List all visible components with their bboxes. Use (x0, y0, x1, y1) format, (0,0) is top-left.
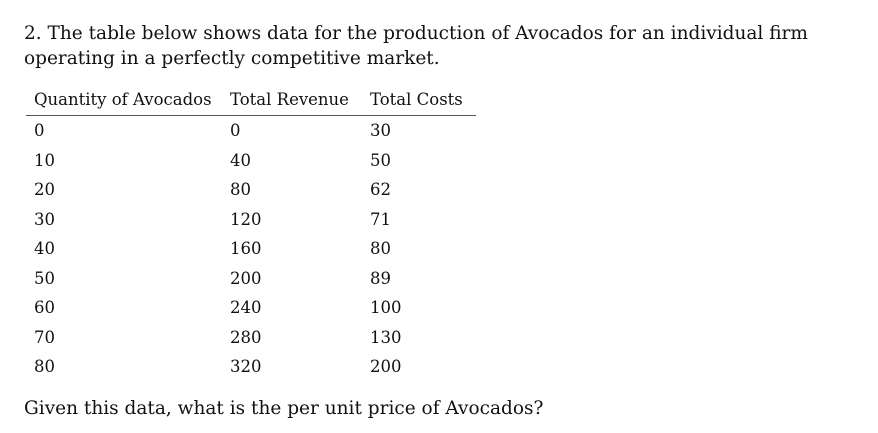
production-table: Quantity of Avocados Total Revenue Total… (26, 86, 476, 382)
question-text: 2. The table below shows data for the pr… (24, 23, 808, 69)
cell-total-revenue: 0 (230, 121, 241, 141)
cell-total-revenue: 200 (230, 268, 262, 288)
question-prompt: Given this data, what is the per unit pr… (24, 398, 544, 419)
cell-total-costs: 100 (370, 298, 402, 318)
header-total-revenue: Total Revenue (222, 86, 362, 116)
cell-total-revenue: 80 (230, 180, 251, 200)
header-quantity: Quantity of Avocados (26, 86, 222, 116)
table-row: 50 200 89 (26, 264, 476, 294)
cell-quantity: 30 (34, 209, 55, 229)
cell-quantity: 80 (34, 357, 55, 377)
table-row: 10 40 50 (26, 146, 476, 176)
cell-total-revenue: 40 (230, 150, 251, 170)
cell-quantity: 50 (34, 268, 55, 288)
cell-total-revenue: 160 (230, 239, 262, 259)
cell-total-costs: 62 (370, 180, 391, 200)
table-row: 30 120 71 (26, 205, 476, 235)
cell-total-costs: 30 (370, 121, 391, 141)
table-row: 80 320 200 (26, 352, 476, 382)
cell-quantity: 60 (34, 298, 55, 318)
cell-total-costs: 50 (370, 150, 391, 170)
cell-total-revenue: 280 (230, 327, 262, 347)
cell-total-revenue: 120 (230, 209, 262, 229)
cell-quantity: 0 (34, 121, 45, 141)
table-row: 20 80 62 (26, 175, 476, 205)
cell-total-costs: 71 (370, 209, 391, 229)
cell-total-revenue: 320 (230, 357, 262, 377)
cell-quantity: 40 (34, 239, 55, 259)
table-row: 40 160 80 (26, 234, 476, 264)
cell-total-costs: 130 (370, 327, 402, 347)
header-total-costs: Total Costs (362, 86, 476, 116)
cell-quantity: 10 (34, 150, 55, 170)
table-row: 60 240 100 (26, 293, 476, 323)
cell-total-revenue: 240 (230, 298, 262, 318)
cell-total-costs: 89 (370, 268, 391, 288)
table-header-row: Quantity of Avocados Total Revenue Total… (26, 86, 476, 116)
table-row: 70 280 130 (26, 323, 476, 353)
cell-quantity: 70 (34, 327, 55, 347)
cell-total-costs: 80 (370, 239, 391, 259)
table-row: 0 0 30 (26, 116, 476, 146)
cell-total-costs: 200 (370, 357, 402, 377)
cell-quantity: 20 (34, 180, 55, 200)
